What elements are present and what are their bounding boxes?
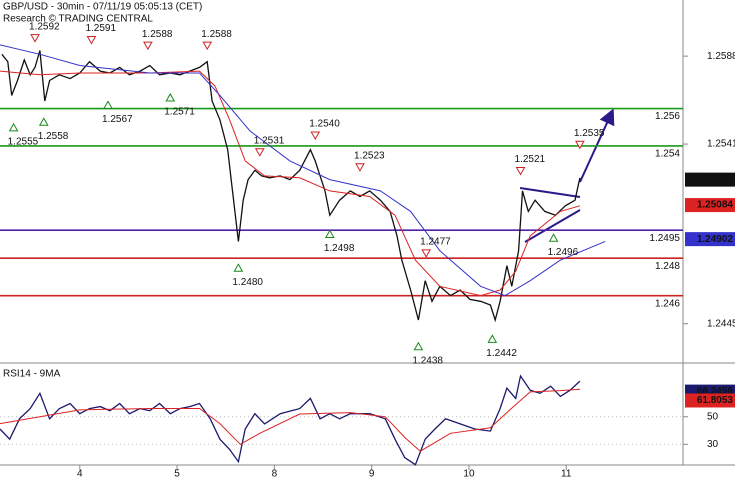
series-line [0, 374, 581, 466]
peak-marker [254, 148, 265, 157]
peak-marker [202, 41, 213, 51]
level-label: 1.248 [655, 261, 680, 272]
y-tick-label: 1.2588 [707, 51, 735, 62]
annotation-label: 1.2567 [102, 114, 133, 125]
peak-marker [515, 167, 526, 176]
peak-marker [86, 36, 97, 45]
annotation-label: 1.2496 [548, 247, 579, 258]
forecast-arrow [579, 108, 615, 183]
y-tick-label: 50 [707, 411, 719, 422]
last-value-label: 1.2522 [702, 174, 733, 185]
trough-marker [548, 233, 559, 242]
annotation-label: 1.2442 [486, 348, 517, 359]
chart-subtitle: Research © TRADING CENTRAL [3, 14, 153, 25]
chart-title: GBP/USD - 30min - 07/11/19 05:05:13 (CET… [3, 2, 202, 13]
peak-marker [143, 41, 153, 51]
annotation-label: 1.2588 [201, 29, 232, 40]
last-value-label: 1.25084 [697, 200, 734, 211]
x-tick-label: 9 [369, 469, 375, 480]
peak-marker [421, 249, 432, 258]
annotation-label: 1.2592 [29, 21, 60, 32]
annotation-label: 1.2521 [515, 154, 546, 165]
x-tick-label: 5 [174, 469, 180, 480]
level-label: 1.2495 [649, 233, 680, 244]
last-value-label: 1.24902 [697, 234, 734, 245]
last-value-label: 61.8053 [697, 395, 734, 406]
level-label: 1.256 [655, 111, 680, 122]
series-line [0, 388, 580, 452]
trough-marker [38, 117, 49, 126]
trough-marker [103, 100, 113, 109]
last-value-box [685, 172, 735, 187]
trough-marker [8, 122, 19, 132]
y-tick-label: 30 [707, 439, 719, 450]
last-value-label: 68.2456 [697, 386, 734, 397]
y-tick-label: 1.2445 [707, 318, 735, 329]
panel-title: RSI14 - 9MA [3, 369, 61, 380]
x-tick-label: 4 [77, 469, 83, 480]
annotation-label: 1.2591 [85, 23, 116, 34]
trough-marker [413, 341, 424, 351]
trend-line [519, 187, 581, 198]
trend-line [524, 209, 581, 243]
trough-marker [324, 229, 335, 239]
annotation-label: 1.2571 [164, 107, 195, 118]
trough-marker [487, 334, 498, 343]
last-value-box [685, 393, 735, 408]
x-tick-label: 8 [272, 469, 278, 480]
annotation-label: 1.2477 [420, 236, 451, 247]
y-tick-label: 1.2541 [707, 139, 735, 150]
level-label: 1.246 [655, 298, 680, 309]
annotation-label: 1.2480 [232, 277, 263, 288]
annotation-label: 1.2498 [324, 243, 355, 254]
annotation-label: 1.2523 [354, 150, 385, 161]
peak-marker [310, 131, 321, 140]
series-line [1, 50, 581, 323]
annotation-label: 1.2588 [142, 29, 173, 40]
peak-marker [355, 163, 365, 172]
peak-marker [30, 34, 40, 43]
annotation-label: 1.2558 [38, 131, 69, 142]
series-line [0, 44, 606, 297]
annotation-label: 1.2535 [574, 128, 605, 139]
x-tick-label: 11 [561, 469, 572, 480]
peak-marker [575, 140, 585, 150]
trough-marker [233, 263, 244, 272]
annotation-label: 1.2438 [412, 355, 443, 366]
annotation-label: 1.2555 [8, 137, 39, 148]
annotation-label: 1.2540 [309, 119, 340, 130]
trough-marker [165, 92, 176, 102]
level-label: 1.254 [655, 149, 680, 160]
x-tick-label: 10 [463, 469, 475, 480]
last-value-box [685, 232, 735, 247]
annotation-label: 1.2531 [254, 135, 285, 146]
series-line [0, 70, 581, 297]
last-value-box [685, 198, 735, 213]
